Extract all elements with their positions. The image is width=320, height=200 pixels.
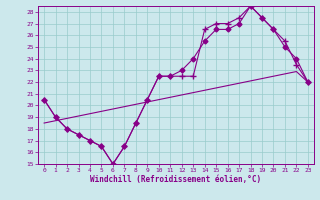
X-axis label: Windchill (Refroidissement éolien,°C): Windchill (Refroidissement éolien,°C) [91, 175, 261, 184]
